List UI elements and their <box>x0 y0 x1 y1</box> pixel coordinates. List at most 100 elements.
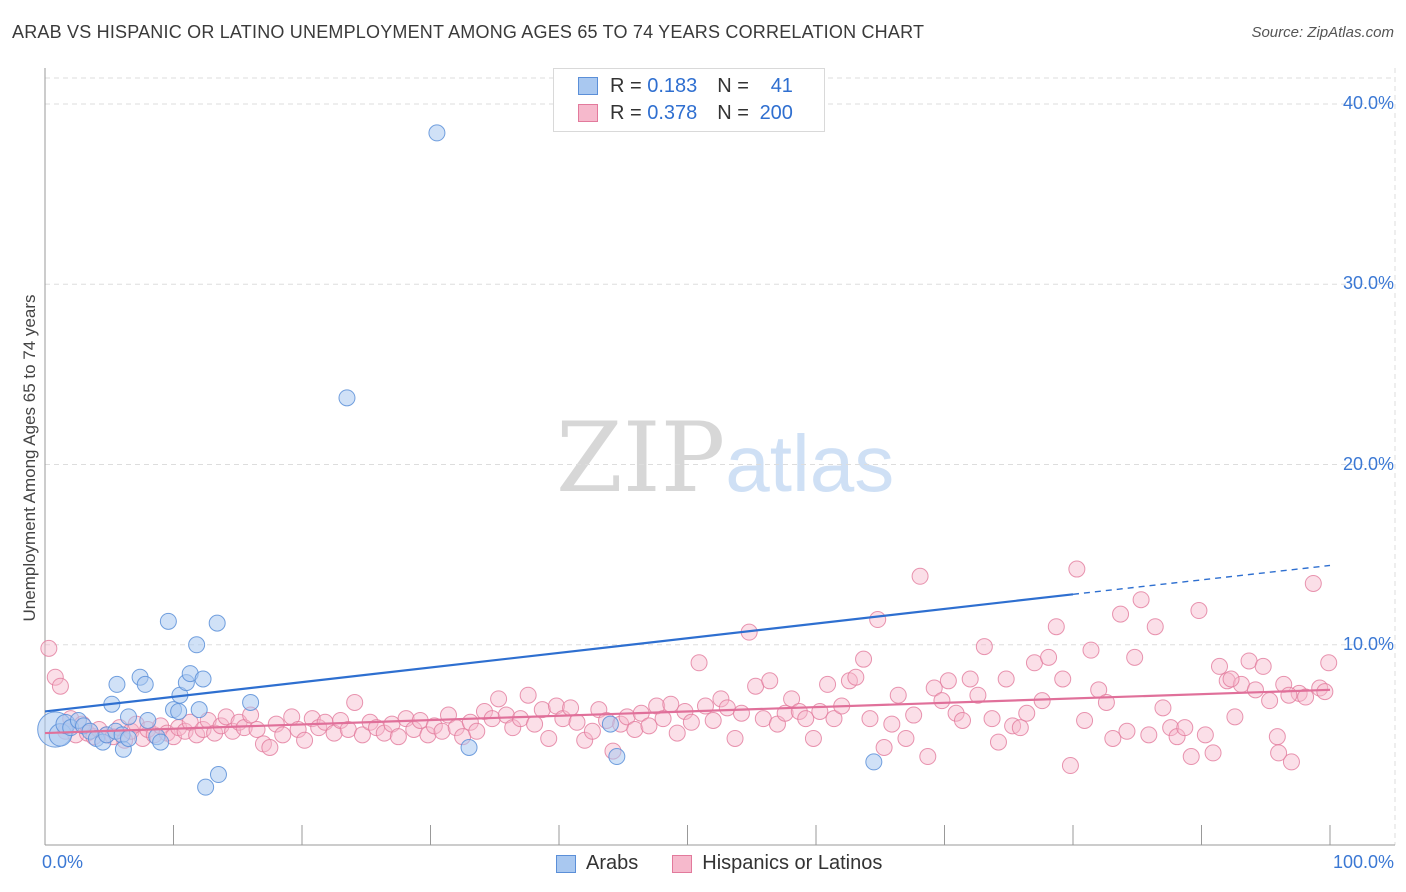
data-point-hispanics <box>1126 648 1144 666</box>
data-point-hispanics <box>389 728 407 746</box>
data-point-hispanics <box>690 654 708 672</box>
data-point-hispanics <box>1040 648 1058 666</box>
data-point-hispanics <box>797 710 815 728</box>
data-point-hispanics <box>1268 728 1286 746</box>
data-point-hispanics <box>1210 657 1228 675</box>
data-point-arabs <box>428 124 446 142</box>
data-point-hispanics <box>1140 726 1158 744</box>
data-point-hispanics <box>1270 744 1288 762</box>
data-point-hispanics <box>1190 602 1208 620</box>
data-point-hispanics <box>1280 686 1298 704</box>
data-point-hispanics <box>568 713 586 731</box>
data-point-hispanics <box>533 701 551 719</box>
data-point-hispanics <box>526 715 544 733</box>
trend-line-arabs <box>44 593 1074 713</box>
data-point-hispanics <box>346 693 364 711</box>
data-point-hispanics <box>662 695 680 713</box>
data-point-hispanics <box>819 675 837 693</box>
legend-swatch-arabs <box>578 77 598 95</box>
data-point-hispanics <box>1222 670 1240 688</box>
data-point-hispanics <box>726 729 744 747</box>
data-point-hispanics <box>1254 657 1272 675</box>
data-point-hispanics <box>1162 719 1180 737</box>
data-point-hispanics <box>1146 618 1164 636</box>
data-point-hispanics <box>1304 574 1322 592</box>
data-point-hispanics <box>989 733 1007 751</box>
data-point-hispanics <box>540 729 558 747</box>
data-point-hispanics <box>40 639 58 657</box>
data-point-hispanics <box>274 726 292 744</box>
data-point-hispanics <box>1112 605 1130 623</box>
data-point-arabs <box>601 715 619 733</box>
data-point-arabs <box>120 708 138 726</box>
legend-swatch-arabs <box>556 854 576 873</box>
legend-r-value-arabs: 0.183 <box>647 74 698 97</box>
watermark-atlas: atlas <box>725 419 895 508</box>
data-point-hispanics <box>883 715 901 733</box>
data-point-hispanics <box>1261 692 1279 710</box>
data-point-arabs <box>136 675 154 693</box>
data-point-arabs <box>608 748 626 766</box>
data-point-hispanics <box>1018 704 1036 722</box>
data-point-arabs <box>197 778 215 796</box>
legend-r-label: R = <box>610 101 642 124</box>
data-point-hispanics <box>754 710 772 728</box>
legend-label-hispanics: Hispanics or Latinos <box>702 852 883 874</box>
data-point-hispanics <box>206 724 224 742</box>
legend-swatch-hispanics <box>672 854 693 873</box>
data-point-hispanics <box>261 738 279 756</box>
data-point-hispanics <box>1246 681 1264 699</box>
data-point-hispanics <box>668 724 686 742</box>
y-tick-label: 30.0% <box>1342 273 1394 294</box>
data-point-arabs <box>338 389 356 407</box>
data-point-hispanics <box>747 677 765 695</box>
data-point-hispanics <box>1082 641 1100 659</box>
data-point-arabs <box>120 729 138 747</box>
data-point-hispanics <box>704 711 722 729</box>
data-point-hispanics <box>1118 722 1136 740</box>
legend-item-hispanics[interactable]: Hispanics or Latinos <box>672 852 882 875</box>
data-point-arabs <box>190 701 208 719</box>
data-point-hispanics <box>1182 748 1200 766</box>
data-point-hispanics <box>947 704 965 722</box>
data-point-hispanics <box>303 710 321 728</box>
legend-row-arabs: R = 0.183 N = 41 <box>578 73 793 99</box>
data-point-hispanics <box>975 638 993 656</box>
data-point-hispanics <box>51 677 69 695</box>
data-point-hispanics <box>905 706 923 724</box>
data-point-hispanics <box>248 720 266 738</box>
data-point-arabs <box>152 733 170 751</box>
data-point-hispanics <box>1047 618 1065 636</box>
legend-item-arabs[interactable]: Arabs <box>556 852 638 875</box>
chart-title: ARAB VS HISPANIC OR LATINO UNEMPLOYMENT … <box>12 22 925 42</box>
legend-r-label: R = <box>610 74 642 97</box>
data-point-hispanics <box>933 692 951 710</box>
data-point-hispanics <box>939 672 957 690</box>
data-point-hispanics <box>562 699 580 717</box>
data-point-hispanics <box>1104 729 1122 747</box>
data-point-hispanics <box>1226 708 1244 726</box>
data-point-hispanics <box>732 704 750 722</box>
data-point-arabs <box>108 675 126 693</box>
data-point-arabs <box>242 693 260 711</box>
data-point-hispanics <box>897 729 915 747</box>
data-point-hispanics <box>419 726 437 744</box>
x-tick-label-min: 0.0% <box>42 852 84 872</box>
trend-line-hispanics <box>44 688 1331 735</box>
legend-swatch-hispanics <box>578 104 598 122</box>
legend-label-arabs: Arabs <box>586 852 639 874</box>
data-point-hispanics <box>1068 560 1086 578</box>
data-point-hispanics <box>983 710 1001 728</box>
source-label: Source: ZipAtlas.com <box>1251 24 1394 41</box>
data-point-hispanics <box>1297 688 1315 706</box>
data-point-hispanics <box>969 686 987 704</box>
data-point-hispanics <box>490 690 508 708</box>
data-point-arabs <box>865 753 883 771</box>
trend-line-arabs-extension <box>1072 564 1331 595</box>
data-point-hispanics <box>296 731 314 749</box>
series-hispanics <box>40 560 1338 775</box>
stats-legend: R = 0.183 N = 41 R = 0.378 N = 200 <box>553 68 825 132</box>
data-point-hispanics <box>353 726 371 744</box>
data-point-arabs <box>460 738 478 756</box>
data-point-hispanics <box>1176 719 1194 737</box>
